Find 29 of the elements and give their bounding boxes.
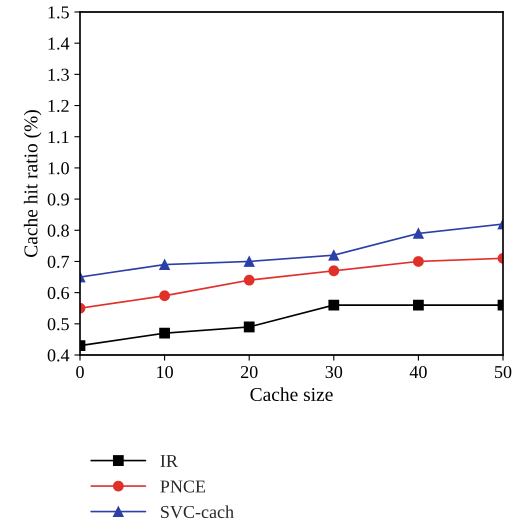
point <box>244 322 255 332</box>
y-tick-label: 0.9 <box>48 193 69 206</box>
legend-label: IR <box>160 455 178 467</box>
point <box>328 300 340 310</box>
point <box>244 274 255 286</box>
y-axis-title: Cache hit ratio (%) <box>24 110 42 257</box>
legend-label: SVC-cach <box>161 505 234 518</box>
y-tick-label: 1.4 <box>48 38 70 50</box>
y-tick-label: 1.0 <box>48 162 69 174</box>
y-tick-label: 0.7 <box>48 256 70 268</box>
point <box>328 265 340 276</box>
y-tick-label: 0.8 <box>48 224 69 237</box>
point <box>244 256 255 267</box>
y-tick-label: 1.2 <box>48 100 69 112</box>
x-tick-label: 30 <box>326 366 342 378</box>
y-tick-label: 1.3 <box>48 68 69 81</box>
x-tick-label: 50 <box>495 366 512 378</box>
x-tick-label: 40 <box>410 366 427 378</box>
point <box>328 250 340 261</box>
x-axis-title: Cache size <box>250 387 333 402</box>
x-tick-label: 20 <box>240 366 258 378</box>
x-tick-label: 0 <box>76 366 84 378</box>
x-tick-label: 10 <box>157 366 173 378</box>
y-tick-label: 0.6 <box>48 286 70 300</box>
y-tick-label: 1.1 <box>48 131 68 144</box>
y-tick-label: 0.4 <box>48 349 70 362</box>
y-tick-label: 0.5 <box>48 318 69 330</box>
legend-label: PNCE <box>160 480 206 493</box>
y-tick-label: 1.5 <box>48 6 69 19</box>
